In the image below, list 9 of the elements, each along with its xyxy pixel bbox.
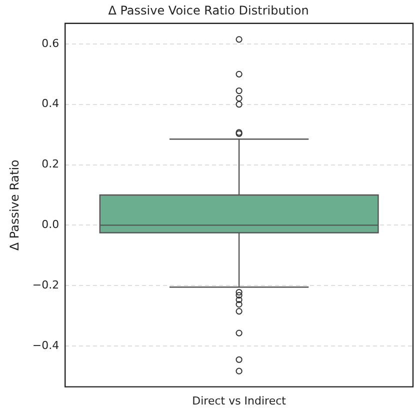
y-axis-title: Δ Passive Ratio	[7, 160, 22, 251]
y-tick-label: 0.4	[42, 97, 60, 110]
y-tick-label: 0.0	[42, 218, 60, 232]
y-tick-label: 0.6	[42, 36, 60, 50]
y-tick-label: −0.2	[32, 278, 60, 292]
chart-title: Δ Passive Voice Ratio Distribution	[108, 3, 309, 18]
y-tick-label: −0.4	[32, 338, 60, 352]
y-tick-label: 0.2	[42, 158, 60, 171]
x-tick-label: Direct vs Indirect	[192, 394, 287, 408]
